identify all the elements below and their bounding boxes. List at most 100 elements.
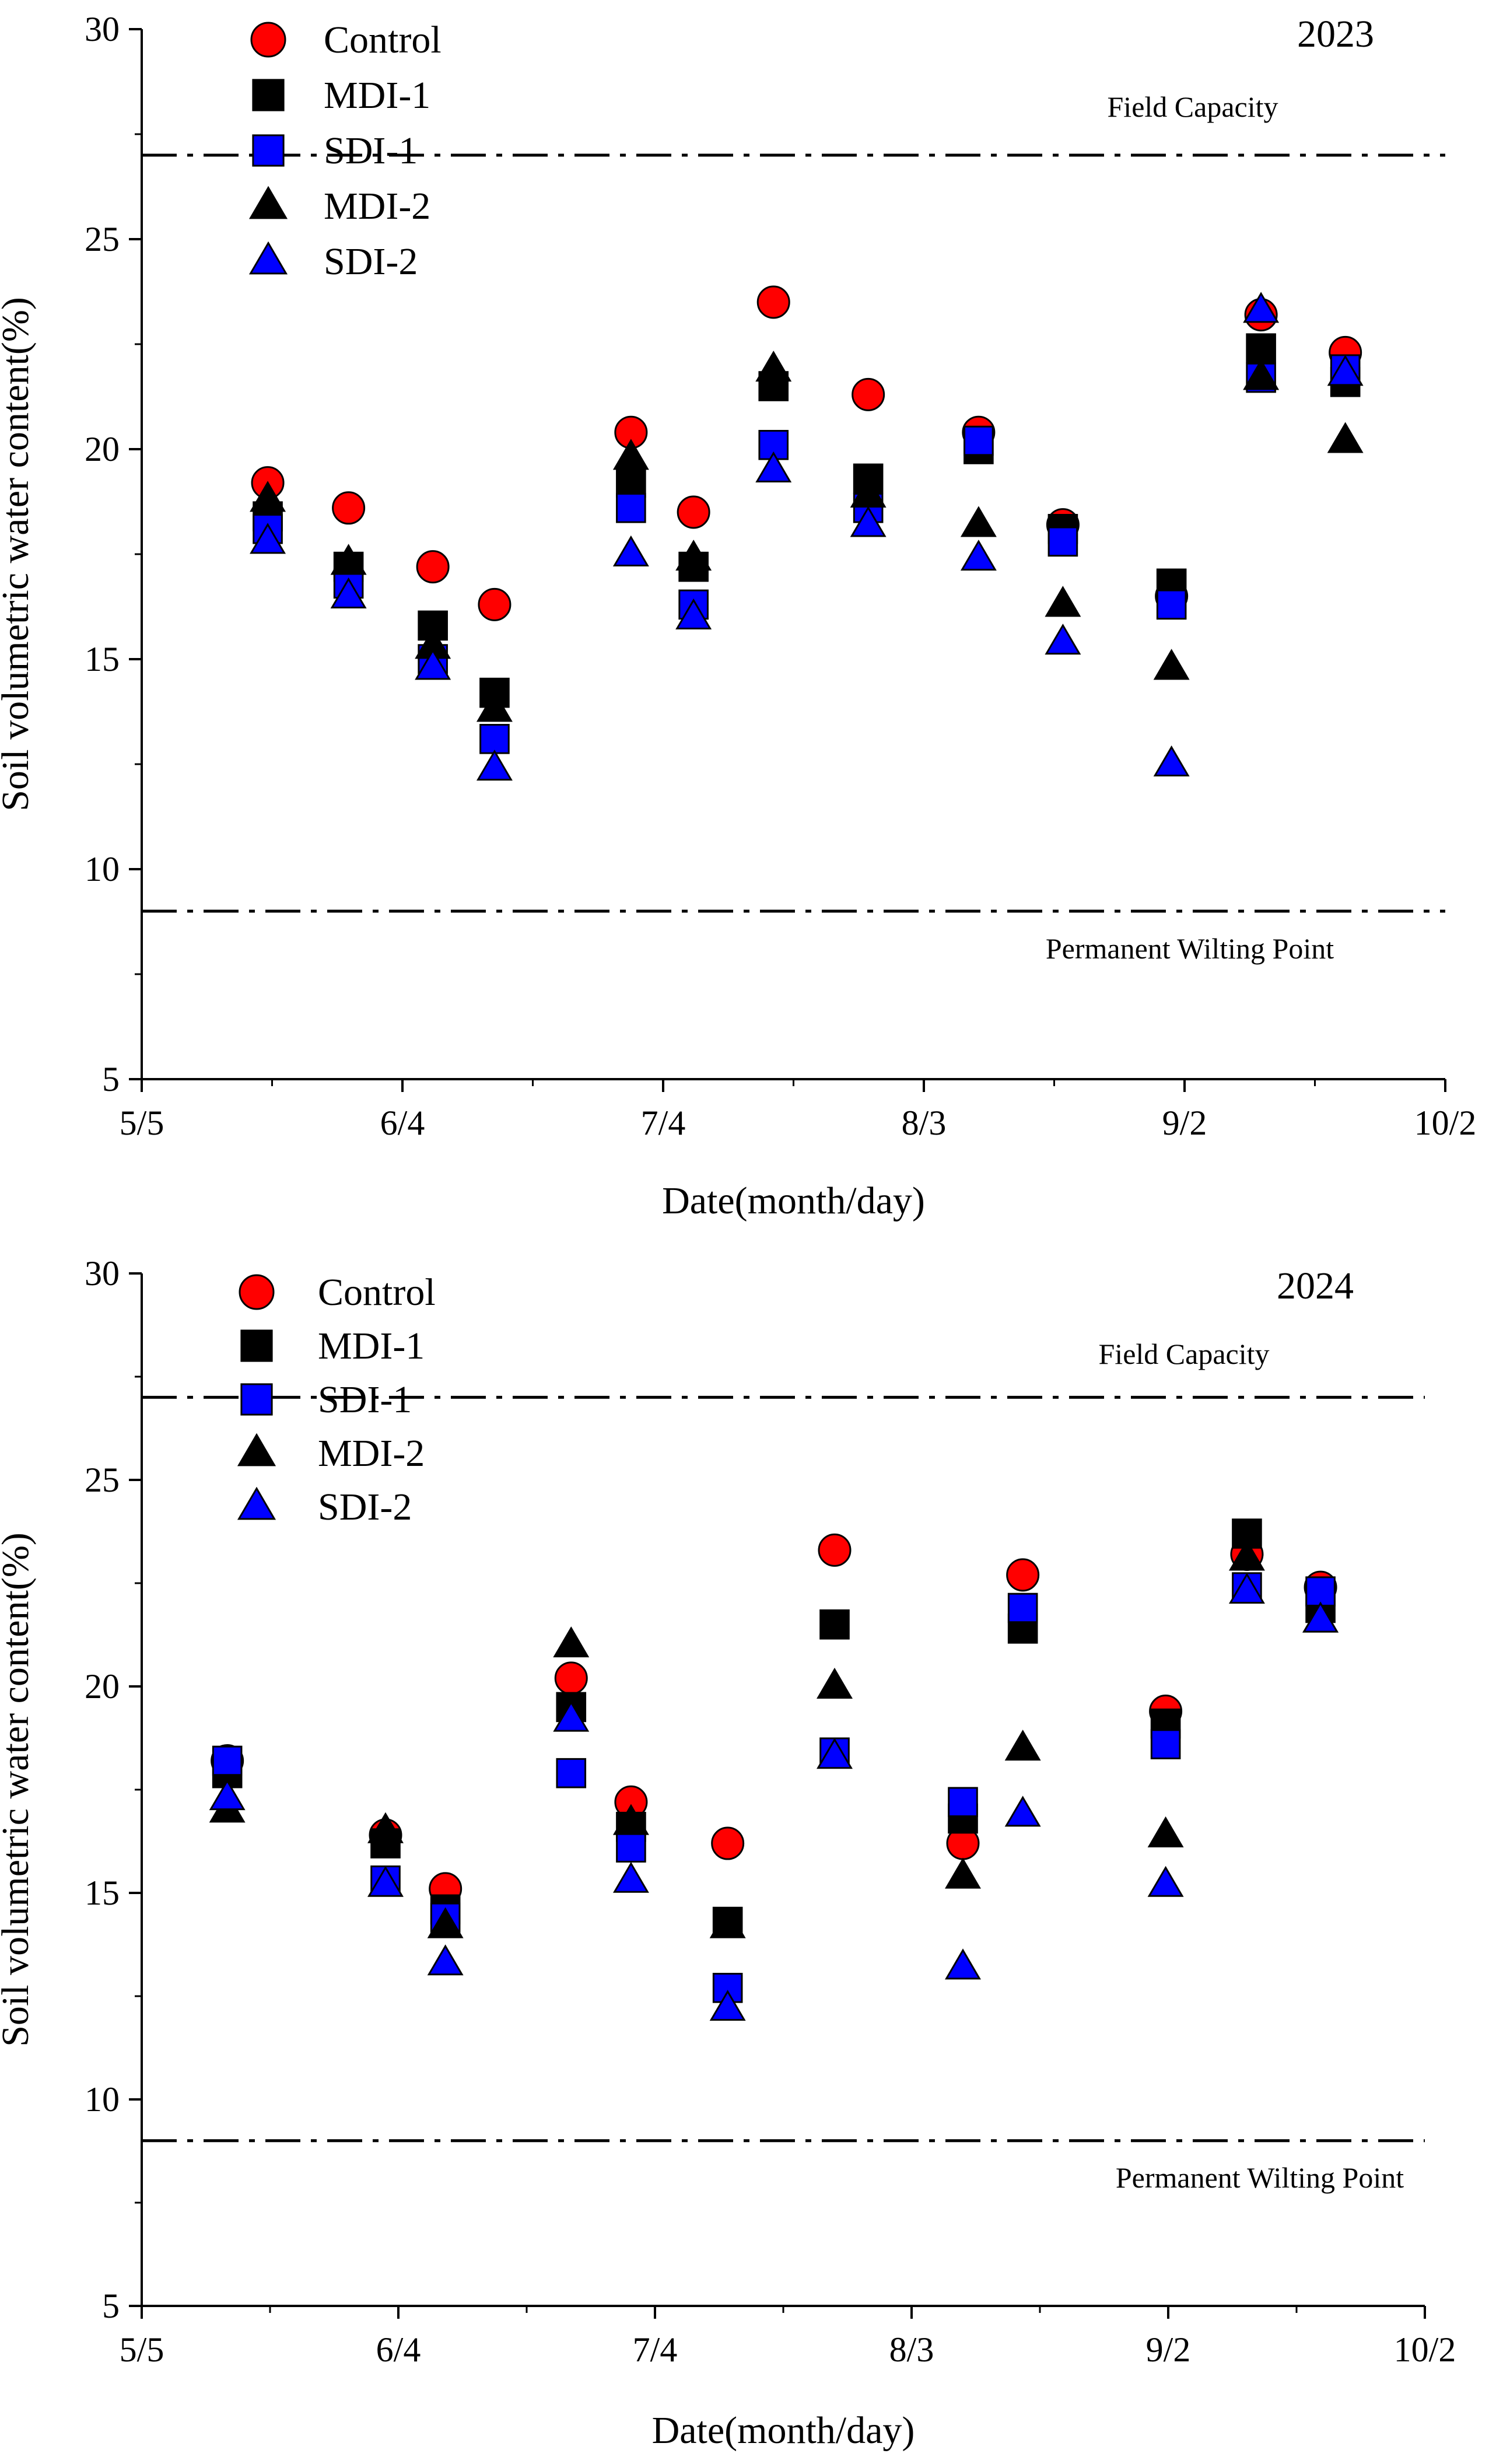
data-point [1153,745,1190,776]
legend-label: Control [318,1271,436,1314]
data-point [250,481,286,512]
data-point [1243,292,1280,323]
y-tick-label: 15 [85,640,120,678]
data-point [755,451,792,482]
data-point [1045,586,1081,617]
data-point [964,425,994,456]
data-point [554,1661,588,1695]
data-point [478,587,511,621]
legend-label: SDI-1 [324,130,418,172]
data-point [817,1667,853,1699]
y-axis-title: Soil volumetric water content(%) [0,297,37,811]
data-point [1150,1729,1181,1759]
data-point [755,351,792,382]
data-point [212,1745,243,1776]
year-label: 2023 [1297,13,1374,55]
data-point [850,506,887,537]
data-point [1327,422,1364,453]
x-tick-label: 10/2 [1394,2330,1456,2369]
data-point [945,1948,981,1980]
data-point [479,724,510,754]
data-point [1004,1796,1041,1827]
y-tick-label: 5 [102,2287,120,2325]
legend-label: SDI-1 [318,1378,412,1421]
data-point [709,1907,746,1938]
data-point [1156,589,1187,620]
legend-marker [239,1274,275,1310]
data-point [332,491,366,525]
data-point [1153,649,1190,680]
data-point [612,535,649,566]
legend: Control MDI-1 SDI-1 MDI-2 SDI-2 [237,1271,436,1528]
legend-marker [252,134,285,167]
data-point [612,1804,649,1835]
data-point [476,691,513,722]
legend-marker [248,241,288,275]
y-axis-title: Soil volumetric water content(%) [0,1532,37,2047]
series-SDI-1 [212,1572,1336,2003]
series-Control [251,285,1362,621]
data-point [250,523,286,554]
data-point [709,1990,746,2021]
data-point [677,495,710,529]
series-SDI-1 [253,354,1361,754]
data-point [1147,1866,1184,1897]
data-point [818,1533,852,1567]
y-tick-label: 30 [85,10,120,48]
year-label: 2024 [1277,1265,1354,1307]
x-axis-title: Date(month/day) [652,2409,915,2452]
legend-marker [248,186,288,219]
data-point [1045,624,1081,655]
y-tick-label: 10 [85,850,120,888]
legend-marker [237,1433,276,1466]
data-point [612,439,649,470]
data-point [1305,1576,1336,1606]
series-SDI-2 [250,292,1364,781]
data-point [945,1857,981,1889]
data-point [553,1700,590,1732]
chart-panel-2023: 5 10 15 20 25 30 5/5 6/4 7/4 8/3 9/2 10/2 Soil volum… [0,10,1476,1222]
y-tick-label: 5 [102,1060,120,1098]
series-SDI-2 [209,1573,1339,2021]
data-point [819,1609,850,1640]
data-point [960,506,997,537]
data-point [476,750,513,781]
data-point [367,1866,404,1897]
reference-line-label: Permanent Wilting Point [1046,932,1334,965]
data-point [711,1826,745,1860]
reference-line-label: Field Capacity [1108,90,1278,123]
x-tick-label: 6/4 [380,1104,425,1142]
reference-line-label: Permanent Wilting Point [1116,2161,1404,2194]
x-tick-label: 10/2 [1414,1104,1477,1142]
data-point [1047,526,1078,557]
data-point [1246,333,1276,364]
data-point [330,544,367,575]
x-tick-label: 5/5 [120,1104,164,1142]
legend-label: MDI-1 [318,1325,425,1367]
chart-panel-2024: 5 10 15 20 25 30 5/5 6/4 7/4 8/3 9/2 10/2 Soil volum… [0,1254,1456,2452]
data-point [1006,1558,1040,1592]
data-point [712,1973,743,2003]
data-point [330,577,367,608]
y-tick-label: 15 [85,1874,120,1912]
data-point [556,1758,587,1788]
legend-label: SDI-2 [318,1486,412,1528]
data-point [1302,1601,1339,1633]
x-tick-label: 7/4 [633,2330,678,2369]
y-tick-label: 25 [85,1461,120,1499]
data-point [616,1832,646,1863]
legend-marker [240,1383,273,1416]
y-tick-label: 30 [85,1254,120,1293]
data-point [1004,1730,1041,1761]
data-point [612,1861,649,1893]
data-point [1228,1573,1265,1604]
x-tick-label: 5/5 [120,2330,164,2369]
data-point [415,649,451,680]
legend-label: Control [324,19,442,61]
x-tick-label: 8/3 [889,2330,934,2369]
data-point [209,1779,246,1811]
x-tick-label: 6/4 [376,2330,421,2369]
data-point [416,550,450,584]
data-point [1327,355,1364,386]
